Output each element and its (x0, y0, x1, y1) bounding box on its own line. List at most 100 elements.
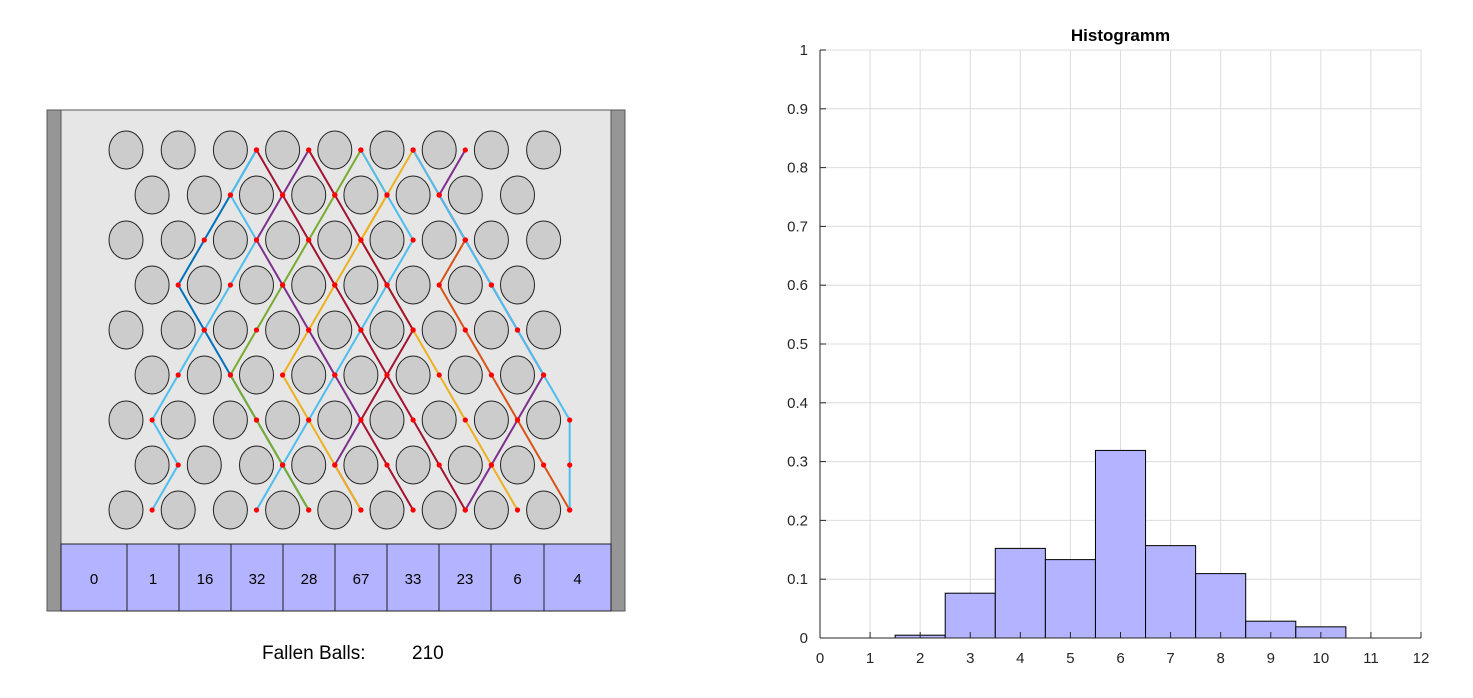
ball-dot (358, 507, 364, 513)
bin (334, 543, 388, 612)
histogram-bar (944, 592, 996, 639)
ball-dot (227, 282, 233, 288)
peg (369, 490, 405, 530)
ball-dot (462, 147, 468, 153)
peg (108, 220, 144, 260)
ball-dot (306, 237, 312, 243)
peg (343, 355, 379, 395)
ball-dot (175, 372, 181, 378)
x-tick-label: 5 (1066, 650, 1074, 667)
peg (526, 400, 562, 440)
ball-dot (384, 192, 390, 198)
fallen-balls-count: 210 (412, 643, 444, 664)
histogram-bar (1295, 626, 1347, 639)
ball-dot (541, 462, 547, 468)
peg (239, 265, 274, 305)
peg (212, 130, 248, 170)
ball-dot (488, 372, 494, 378)
ball-dot (332, 462, 338, 468)
ball-dot (149, 417, 155, 423)
peg (212, 220, 248, 260)
bin-count: 23 (457, 571, 474, 588)
ball-dot (280, 372, 286, 378)
peg (343, 445, 379, 485)
peg (317, 490, 353, 530)
peg (239, 445, 274, 485)
peg (526, 130, 562, 170)
bin-count: 6 (513, 571, 521, 588)
peg (500, 265, 535, 305)
peg (317, 220, 353, 260)
ball-dot (358, 147, 364, 153)
peg (239, 355, 274, 395)
chart-title: Histogramm (1071, 26, 1170, 45)
y-tick-label: 0.5 (787, 336, 808, 353)
peg (239, 175, 274, 215)
peg (395, 265, 431, 305)
bin (386, 543, 440, 612)
peg (186, 355, 222, 395)
peg (421, 220, 457, 260)
peg (421, 400, 457, 440)
histogram-bar (894, 634, 946, 639)
peg (369, 400, 405, 440)
x-tick-label: 2 (916, 650, 924, 667)
bin (543, 543, 612, 612)
peg (369, 130, 405, 170)
bin-count: 33 (405, 571, 422, 588)
peg (291, 265, 327, 305)
x-tick-label: 6 (1116, 650, 1124, 667)
y-tick-label: 0.7 (787, 218, 808, 235)
fallen-balls-label: Fallen Balls: (262, 643, 366, 664)
peg (526, 490, 562, 530)
peg (317, 130, 353, 170)
ball-dot (227, 192, 233, 198)
ball-dot (306, 147, 312, 153)
ball-dot (462, 417, 468, 423)
ball-dot (384, 462, 390, 468)
y-tick-label: 1 (800, 42, 808, 59)
ball-dot (436, 282, 442, 288)
bin (230, 543, 284, 612)
peg (447, 445, 483, 485)
ball-dot (384, 282, 390, 288)
peg (473, 400, 509, 440)
peg (291, 175, 327, 215)
ball-dot (253, 147, 260, 153)
peg (265, 220, 301, 260)
ball-dot (175, 282, 181, 288)
peg (108, 310, 144, 350)
ball-dot (436, 462, 442, 468)
ball-dot (175, 462, 181, 468)
peg (421, 310, 457, 350)
bin-count: 67 (353, 571, 370, 588)
ball-dot (201, 327, 207, 333)
bin-count: 4 (573, 571, 581, 588)
peg (108, 490, 144, 530)
peg (108, 130, 144, 170)
peg (369, 220, 405, 260)
peg (265, 130, 301, 170)
right-wall (610, 109, 626, 612)
peg (186, 445, 222, 485)
peg (473, 130, 509, 170)
peg (212, 310, 248, 350)
x-tick-label: 11 (1363, 650, 1379, 667)
ball-dot (332, 282, 338, 288)
peg (500, 175, 535, 215)
ball-dot (253, 237, 260, 243)
bin (178, 543, 232, 612)
peg (186, 265, 222, 305)
y-tick-label: 0.8 (787, 160, 808, 177)
peg (160, 490, 196, 530)
peg (291, 355, 327, 395)
peg (473, 310, 509, 350)
peg (447, 175, 483, 215)
ball-dot (201, 237, 207, 243)
y-tick-label: 0.2 (787, 512, 808, 529)
ball-dot (514, 417, 521, 423)
peg (421, 490, 457, 530)
peg (134, 445, 170, 485)
ball-dot (541, 372, 547, 378)
peg (134, 355, 170, 395)
